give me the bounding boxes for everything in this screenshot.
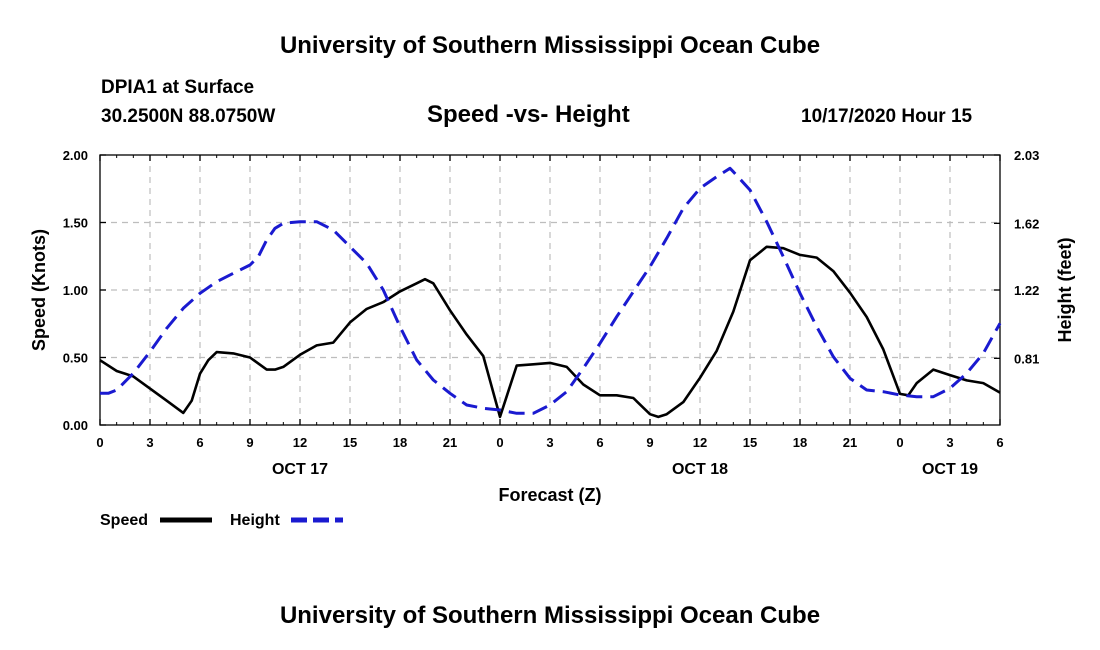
x-tick-label: 3 — [546, 435, 553, 450]
label-layer: 0 3 6 9 12 15 18 21 0 3 6 9 12 15 18 21 0 3 6 0.00 0.50 1.00 1… — [29, 148, 1075, 505]
y2-tick-label: 2.03 — [1014, 148, 1039, 163]
date-label: OCT 17 — [272, 461, 328, 478]
coordinates-label: 30.2500N 88.0750W — [101, 106, 276, 127]
x-tick-label: 6 — [596, 435, 603, 450]
x-tick-label: 18 — [793, 435, 807, 450]
legend-layer: Speed Height — [100, 512, 343, 529]
x-tick-label: 3 — [946, 435, 953, 450]
x-axis-title: Forecast (Z) — [498, 485, 601, 505]
x-tick-label: 0 — [496, 435, 503, 450]
height-series-line — [100, 166, 1002, 415]
legend-speed-label: Speed — [100, 512, 148, 529]
y-axis-title: Speed (Knots) — [29, 229, 49, 351]
footer-title: University of Southern Mississippi Ocean… — [279, 602, 821, 629]
y2-tick-label: 0.81 — [1014, 351, 1039, 366]
y-tick-label: 0.50 — [63, 351, 88, 366]
x-tick-label: 9 — [646, 435, 653, 450]
station-label: DPIA1 at Surface — [101, 77, 255, 98]
axis-layer — [99, 154, 1001, 426]
y2-tick-label: 1.62 — [1014, 216, 1039, 231]
series-layer — [99, 166, 1002, 419]
y2-tick-label: 1.22 — [1014, 283, 1039, 298]
speed-series-line — [99, 245, 1001, 419]
legend-height-label: Height — [230, 512, 280, 529]
chart-title: Speed -vs- Height — [427, 101, 630, 128]
grid-layer — [100, 155, 1000, 425]
x-tick-label: 12 — [293, 435, 307, 450]
x-tick-label: 21 — [443, 435, 457, 450]
x-tick-label: 0 — [96, 435, 103, 450]
x-tick-label: 15 — [743, 435, 757, 450]
date-label: OCT 19 — [922, 461, 978, 478]
y-tick-label: 2.00 — [63, 148, 88, 163]
y-tick-label: 1.50 — [63, 216, 88, 231]
y-tick-label: 1.00 — [63, 283, 88, 298]
x-tick-label: 18 — [393, 435, 407, 450]
x-tick-label: 9 — [246, 435, 253, 450]
page-title: University of Southern Mississippi Ocean… — [279, 32, 821, 59]
y-tick-label: 0.00 — [63, 418, 88, 433]
x-tick-label: 12 — [693, 435, 707, 450]
y2-axis-title: Height (feet) — [1055, 238, 1075, 343]
x-tick-label: 3 — [146, 435, 153, 450]
x-tick-label: 21 — [843, 435, 857, 450]
x-tick-label: 15 — [343, 435, 357, 450]
forecast-timestamp: 10/17/2020 Hour 15 — [801, 106, 973, 127]
x-tick-label: 0 — [896, 435, 903, 450]
date-label: OCT 18 — [672, 461, 728, 478]
x-tick-label: 6 — [996, 435, 1003, 450]
x-tick-label: 6 — [196, 435, 203, 450]
